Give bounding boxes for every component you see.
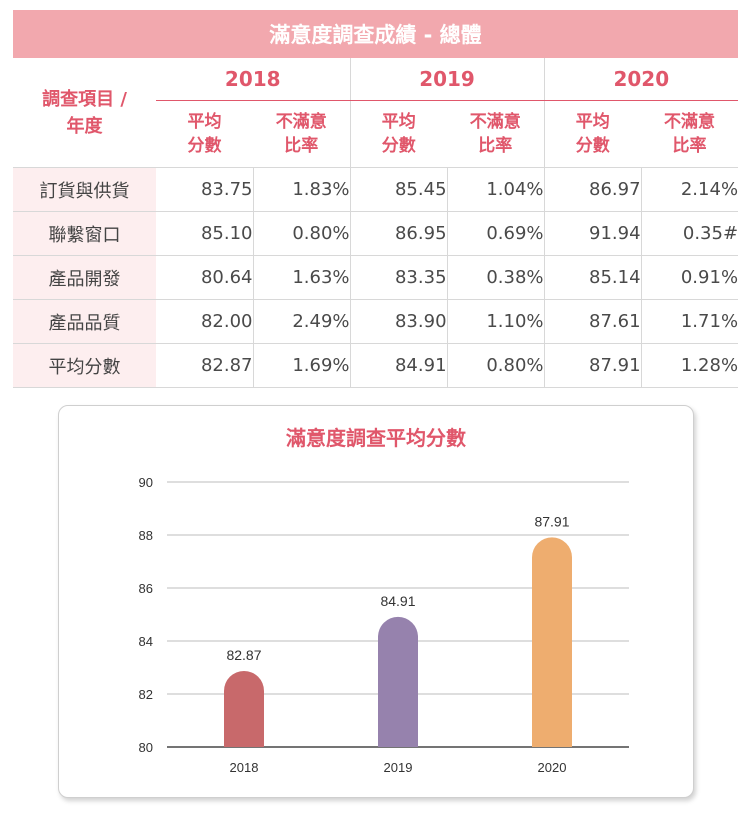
table-row: 產品開發 80.64 1.63% 83.35 0.38% 85.14 0.91% [13,255,739,300]
sub-header-text: 分數 [187,136,222,156]
table-row: 聯繫窗口 85.10 0.80% 86.95 0.69% 91.94 0.35# [13,211,739,256]
corner-header-line2: 年度 [66,115,103,137]
dissatisfaction-rate-cell: 2.14% [640,167,739,212]
row-label: 產品品質 [13,299,156,344]
avg-score-cell: 86.95 [349,211,448,256]
dissatisfaction-rate-cell: 0.69% [446,211,545,256]
y-tick-label: 88 [139,528,153,543]
bar-value-label: 82.87 [226,647,261,663]
y-tick-label: 86 [139,581,153,596]
x-tick-label: 2019 [384,760,413,775]
chart-panel: 滿意度調查平均分數 80 82 84 86 88 90 82.87 2018 84.91 2019… [58,405,694,798]
row-label: 訂貨與供貨 [13,167,156,212]
avg-score-cell: 85.10 [156,211,253,256]
year-header-2018: 2018 [156,58,351,101]
bar-2019 [378,616,418,747]
sub-header-text: 比率 [284,136,319,156]
dissatisfaction-rate-cell: 0.38% [446,255,545,300]
row-label: 聯繫窗口 [13,211,156,256]
score-table: 調查項目 / 年度 2018 2019 2020 平均 分數 不滿意 比率 平均 分數… [13,58,739,388]
sub-header-text: 平均 [575,112,610,132]
avg-score-cell: 91.94 [543,211,642,256]
avg-score-cell: 80.64 [156,255,253,300]
sub-header-text: 平均 [381,112,416,132]
row-label: 產品開發 [13,255,156,300]
sub-header-dissatisfied: 不滿意 比率 [253,100,351,168]
dissatisfaction-rate-cell: 1.83% [252,167,351,212]
chart-title: 滿意度調查平均分數 [286,426,466,450]
avg-score-cell: 82.87 [156,343,253,388]
dissatisfaction-rate-cell: 1.28% [640,343,739,388]
sub-header-text: 分數 [381,136,416,156]
avg-score-cell: 84.91 [349,343,448,388]
avg-score-cell: 87.61 [543,299,642,344]
avg-score-cell: 83.90 [349,299,448,344]
y-tick-label: 90 [139,475,153,490]
dissatisfaction-rate-cell: 1.69% [252,343,351,388]
sub-header-text: 平均 [187,112,222,132]
sub-header-avg: 平均 分數 [156,100,253,168]
sub-header-text: 分數 [575,136,610,156]
sub-header-text: 比率 [672,136,707,156]
corner-header: 調查項目 / 年度 [13,58,156,168]
table-row: 訂貨與供貨 83.75 1.83% 85.45 1.04% 86.97 2.14% [13,167,739,212]
y-tick-label: 80 [139,740,153,755]
sub-header-dissatisfied: 不滿意 比率 [641,100,739,168]
avg-score-cell: 85.45 [349,167,448,212]
y-tick-label: 82 [139,687,153,702]
corner-header-line1: 調查項目 / [42,88,127,110]
sub-header-avg: 平均 分數 [349,100,448,168]
dissatisfaction-rate-cell: 1.71% [640,299,739,344]
bar-value-label: 87.91 [534,513,569,529]
bar-2018 [224,670,264,747]
avg-score-cell: 87.91 [543,343,642,388]
dissatisfaction-rate-cell: 0.80% [252,211,351,256]
avg-score-cell: 83.75 [156,167,253,212]
x-tick-label: 2020 [538,760,567,775]
dissatisfaction-rate-cell: 0.35# [640,211,739,256]
sub-header-avg: 平均 分數 [543,100,642,168]
sub-header-text: 不滿意 [664,112,716,132]
sub-header-text: 不滿意 [469,112,521,132]
avg-score-cell: 86.97 [543,167,642,212]
table-row: 產品品質 82.00 2.49% 83.90 1.10% 87.61 1.71% [13,299,739,344]
bar-2020 [532,537,572,747]
y-tick-label: 84 [139,634,153,649]
year-header-2020: 2020 [543,58,739,101]
avg-score-cell: 82.00 [156,299,253,344]
sub-header-text: 不滿意 [275,112,327,132]
dissatisfaction-rate-cell: 2.49% [252,299,351,344]
bar-chart: 80 82 84 86 88 90 82.87 2018 84.91 2019 87.91 2020 [139,475,629,775]
row-label: 平均分數 [13,343,156,388]
dissatisfaction-rate-cell: 1.10% [446,299,545,344]
table-row: 平均分數 82.87 1.69% 84.91 0.80% 87.91 1.28% [13,343,739,388]
avg-score-cell: 83.35 [349,255,448,300]
bar-value-label: 84.91 [380,593,415,609]
dissatisfaction-rate-cell: 1.04% [446,167,545,212]
dissatisfaction-rate-cell: 0.80% [446,343,545,388]
dissatisfaction-rate-cell: 1.63% [252,255,351,300]
page-title: 滿意度調查成績 - 總體 [13,10,738,58]
x-tick-label: 2018 [230,760,259,775]
dissatisfaction-rate-cell: 0.91% [640,255,739,300]
sub-header-text: 比率 [478,136,513,156]
avg-score-cell: 85.14 [543,255,642,300]
year-header-2019: 2019 [349,58,545,101]
sub-header-dissatisfied: 不滿意 比率 [447,100,545,168]
